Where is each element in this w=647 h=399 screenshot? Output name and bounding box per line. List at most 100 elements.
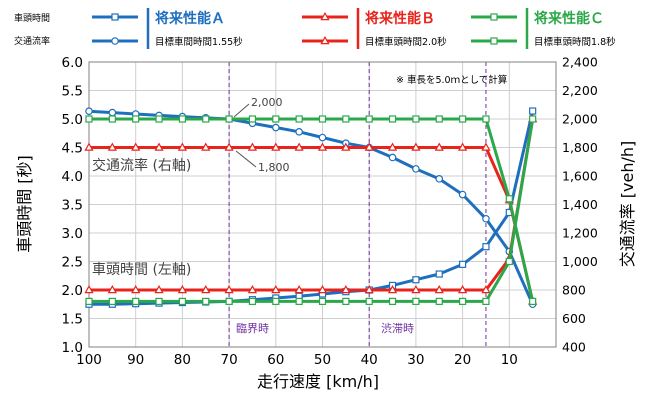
x-tick-label: 50 [314,352,331,368]
data-point [295,128,303,136]
data-point [411,284,421,294]
y-left-tick-label: 4.5 [62,141,83,157]
data-point [342,115,350,123]
legend-swatch-marker [490,13,498,21]
data-point [435,270,443,278]
y-left-tick-label: 3.5 [62,198,83,214]
y-left-tick-label: 6.0 [62,55,83,71]
legend-swatch-marker [111,37,119,45]
y-right-tick-label: 600 [562,311,586,326]
data-point [411,142,421,151]
data-point [482,115,490,123]
data-point [412,276,420,284]
data-point [505,195,513,203]
data-point [459,297,467,305]
annotation-flow-axis-label: 交通流率 (右軸) [92,157,191,174]
x-tick-label: 80 [174,352,191,368]
data-point [85,107,93,115]
data-point [155,297,163,305]
x-tick-label: 40 [361,352,378,368]
data-point [272,297,280,305]
data-point [131,142,141,151]
legend-series-name: 将来性能Ｃ [534,10,604,27]
data-point [202,297,210,305]
axes: 6.0 5.5 5.0 4.5 4.0 3.5 3.0 2.5 2.0 1.5 1.0 2,400 2,… [62,55,598,369]
legend-swatch-marker [111,13,119,21]
data-point [317,284,328,294]
data-point [482,297,490,305]
y-left-tick-label: 2.5 [62,255,83,271]
data-point [529,115,537,123]
data-point [387,284,398,294]
annotation-headway-axis-label: 車頭時間 (左軸) [92,261,191,278]
data-point [435,115,443,123]
x-tick-label: 30 [407,352,424,368]
data-point [225,115,233,123]
y-right-tick-label: 1,400 [562,197,598,212]
legend-entry-1: 将来性能Ａ 目標車間時間1.55秒 [92,8,243,49]
legend: 車頭時間 交通流率 将来性能Ａ 目標車間時間1.55秒 将来性能Ｂ 目標車頭時間2.0… [14,8,616,49]
data-point [132,297,140,305]
x-tick-label: 20 [454,352,471,368]
y-right-tick-label: 400 [562,340,586,355]
legend-series-target: 目標車頭時間1.8秒 [534,36,616,48]
data-point [412,115,420,123]
data-point [458,190,467,199]
y-right-tick-label: 2,400 [562,55,598,70]
data-point [482,214,490,223]
y-axis-left-title: 車頭時間 [秒] [15,155,34,253]
data-point [457,142,468,151]
data-point [247,142,258,151]
y-right-tick-label: 2,000 [562,112,598,127]
annotation-flow-1800: 1,800 [258,161,290,174]
data-point [107,284,117,294]
y-right-tick-label: 1,000 [562,254,598,269]
series-flow-3 [85,115,537,305]
plot-frame [88,61,557,348]
data-point [364,284,374,294]
data-point [529,297,537,305]
annotation-critical: 臨界時 [236,322,269,335]
data-point [108,108,117,117]
data-point [529,107,537,115]
series-flow-2 [84,142,538,305]
data-point [177,284,188,294]
data-point [341,284,351,294]
data-point [202,115,210,123]
data-point [201,284,211,294]
data-point [412,165,420,173]
data-point [459,260,467,268]
x-tick-label: 60 [267,352,284,368]
annotation-leader-1800 [235,150,257,168]
legend-entry-3: 将来性能Ｃ 目標車頭時間1.8秒 [471,8,616,49]
data-point [131,284,141,294]
data-point [482,243,490,251]
data-point [387,142,398,151]
legend-series-name: 将来性能Ｂ [365,10,435,27]
legend-marker-label-headway: 車頭時間 [14,12,50,24]
y-left-tick-label: 5.0 [62,112,83,128]
data-point [318,133,327,142]
y-left-tick-label: 5.5 [62,84,83,100]
data-point [341,142,351,151]
data-point [224,142,234,151]
data-point [271,142,281,151]
data-point [342,297,350,305]
legend-marker-label-flow: 交通流率 [14,35,50,47]
series-line [89,117,535,302]
series-line [89,146,535,302]
data-point [388,153,397,162]
annotation-congestion: 渋滞時 [381,322,414,335]
data-point [272,115,280,123]
data-point [108,297,116,305]
data-point [247,284,258,294]
data-point [84,142,94,151]
x-tick-label: 100 [76,352,102,368]
data-point [85,115,93,123]
data-point [201,142,211,151]
data-point [271,123,280,132]
y-left-tick-label: 4.0 [62,169,83,185]
data-point [364,142,374,151]
data-point [224,284,234,294]
